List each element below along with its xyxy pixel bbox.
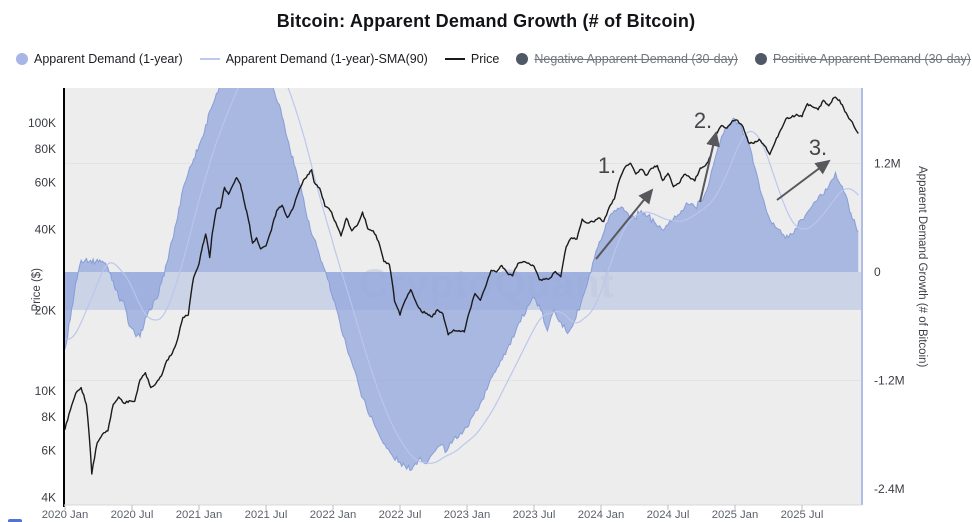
annotation-label-2: 2. (694, 108, 712, 133)
x-axis-tick-label: 2023 Jul (513, 509, 556, 521)
legend-label: Apparent Demand (1-year)-SMA(90) (225, 52, 428, 66)
left-axis-tick-label: 80K (35, 142, 56, 156)
legend-line-marker (199, 58, 220, 60)
x-axis-tick-label: 2021 Jul (245, 509, 288, 521)
left-axis-tick-label: 40K (35, 223, 56, 237)
x-axis-tick-label: 2021 Jan (176, 509, 222, 521)
left-axis-tick-label: 6K (41, 443, 56, 457)
legend-item-1[interactable]: Apparent Demand (1-year)-SMA(90) (199, 52, 428, 66)
left-axis-tick-label: 100K (28, 116, 56, 130)
legend-item-0[interactable]: Apparent Demand (1-year) (16, 52, 183, 66)
right-axis-tick-label: -2.4M (874, 482, 905, 496)
legend-label: Positive Apparent Demand (30-day) (772, 52, 971, 66)
x-axis-tick-label: 2024 Jan (578, 509, 624, 521)
x-axis-tick-label: 2023 Jan (444, 509, 490, 521)
right-axis-tick-label: 0 (874, 265, 881, 279)
legend-line-marker (444, 58, 465, 60)
apparent-demand-sma-line (64, 88, 859, 464)
legend-item-3[interactable]: Negative Apparent Demand (30-day) (516, 52, 738, 66)
legend-item-4[interactable]: Positive Apparent Demand (30-day) (754, 52, 971, 66)
left-axis-tick-label: 20K (35, 303, 56, 317)
right-axis-title: Apparent Demand Growth (# of Bitcoin) (916, 166, 928, 368)
right-axis-tick-label: 1.2M (874, 157, 901, 171)
left-axis-tick-label: 4K (41, 491, 56, 505)
annotation-label-3: 3. (809, 135, 827, 160)
x-axis-tick-label: 2020 Jul (111, 509, 154, 521)
legend-circle-marker (754, 53, 767, 65)
x-axis-tick-label: 2022 Jan (310, 509, 356, 521)
x-axis-tick-label: 2024 Jul (647, 509, 690, 521)
left-axis-tick-label: 60K (35, 175, 56, 189)
legend-label: Apparent Demand (1-year) (34, 52, 183, 66)
legend-label: Negative Apparent Demand (30-day) (534, 52, 738, 66)
x-axis-tick-label: 2022 Jul (379, 509, 422, 521)
page-title: Bitcoin: Apparent Demand Growth (# of Bi… (276, 11, 696, 31)
x-axis-tick-label: 2020 Jan (42, 509, 88, 521)
annotation-arrow-1 (595, 188, 654, 260)
annotation-arrow-2 (699, 131, 720, 203)
legend-circle-marker (516, 53, 529, 65)
annotation-arrow-3 (776, 159, 831, 201)
left-axis-tick-label: 10K (35, 384, 56, 398)
apparent-demand-area (64, 88, 859, 471)
legend-circle-marker (16, 53, 28, 65)
chart-legend: Apparent Demand (1-year) Apparent Demand … (16, 52, 971, 66)
left-axis-tick-label: 8K (41, 410, 56, 424)
clipped-bottom-widget[interactable] (8, 519, 22, 522)
annotation-label-1: 1. (598, 153, 616, 178)
legend-label: Price (470, 52, 500, 66)
legend-item-2[interactable]: Price (444, 52, 500, 66)
x-axis-tick-label: 2025 Jan (712, 509, 758, 521)
right-axis-tick-label: -1.2M (874, 374, 905, 388)
x-axis-tick-label: 2025 Jul (781, 509, 824, 521)
